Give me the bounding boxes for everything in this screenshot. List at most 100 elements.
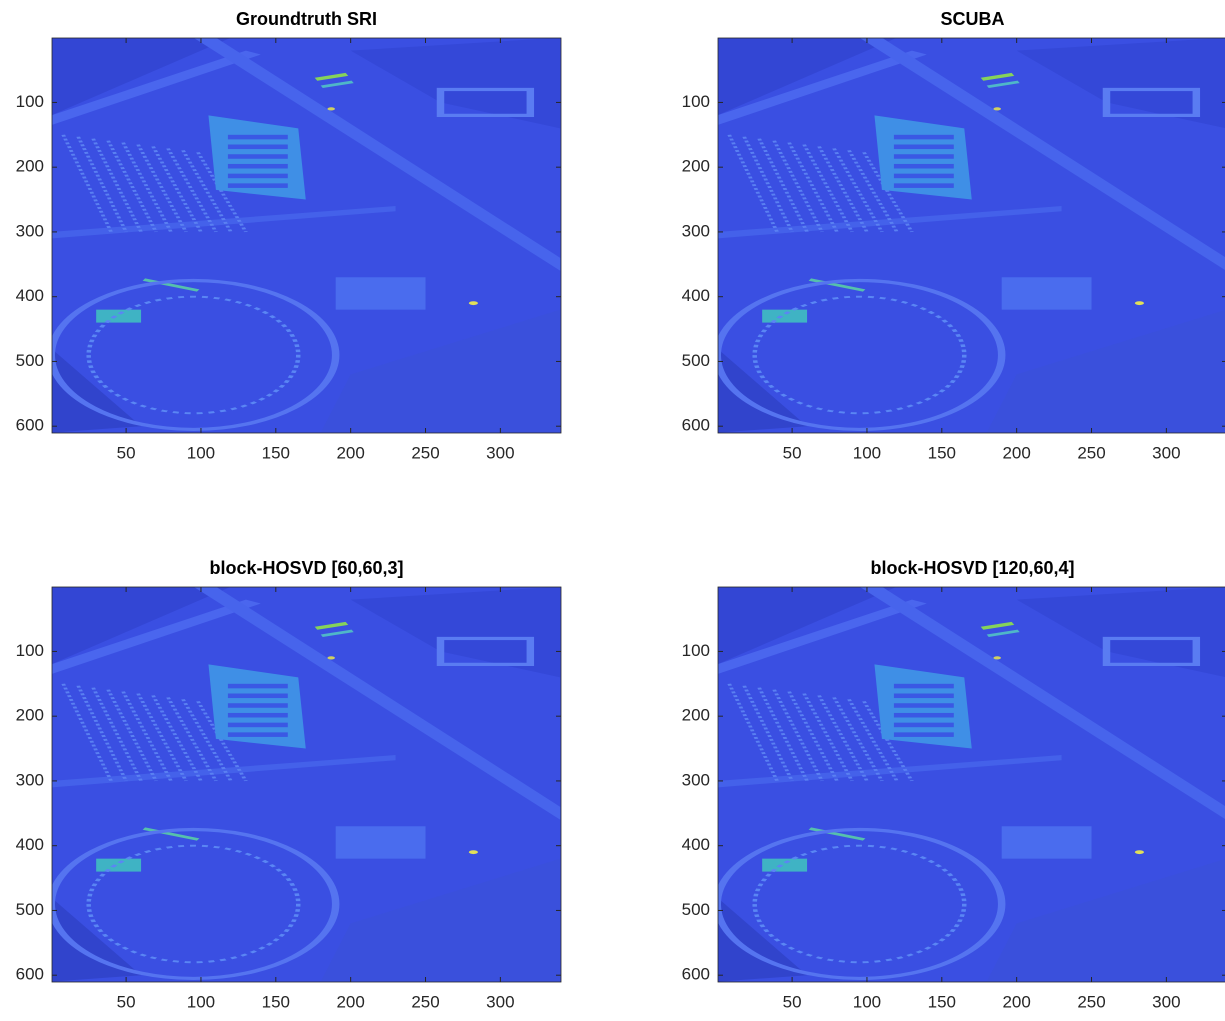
complex — [1002, 277, 1092, 309]
y-tick-label: 500 — [16, 351, 44, 370]
y-tick-label: 200 — [16, 706, 44, 725]
y-tick-label: 400 — [16, 835, 44, 854]
building-court — [894, 723, 954, 728]
building-court — [228, 723, 288, 728]
bright-roof — [96, 859, 141, 872]
building-court — [894, 145, 954, 150]
subplot: 50100150200250300100200300400500600block… — [682, 558, 1225, 1012]
x-tick-label: 150 — [262, 443, 290, 462]
x-tick-label: 100 — [853, 992, 881, 1011]
y-tick-label: 300 — [682, 221, 710, 240]
subplot-title: Groundtruth SRI — [236, 9, 377, 29]
bright-roof — [96, 310, 141, 323]
y-tick-label: 500 — [16, 900, 44, 919]
bright-spot — [469, 301, 478, 305]
building-court — [894, 732, 954, 737]
building-court — [894, 183, 954, 188]
building-court — [894, 135, 954, 140]
y-tick-label: 300 — [682, 770, 710, 789]
building-court — [228, 713, 288, 718]
y-tick-label: 300 — [16, 221, 44, 240]
building-court — [894, 703, 954, 708]
image-content — [717, 38, 1225, 434]
subplot-title: SCUBA — [940, 9, 1004, 29]
building-court — [228, 732, 288, 737]
bright-spot — [469, 850, 478, 854]
subplot: 50 100 150 200 250 300 100 200 300 400 500 600 Groun… — [16, 9, 562, 463]
x-tick-label: 100 — [187, 443, 215, 462]
building-court — [894, 174, 954, 179]
bright-roof — [762, 310, 807, 323]
building-court — [228, 703, 288, 708]
complex — [1002, 826, 1092, 858]
x-tick-label: 300 — [486, 443, 514, 462]
y-tick-label: 600 — [682, 965, 710, 984]
image — [717, 587, 1225, 983]
complex — [336, 277, 426, 309]
building-court — [894, 154, 954, 159]
building-court — [228, 174, 288, 179]
building-court — [228, 684, 288, 689]
x-tick-label: 250 — [1077, 443, 1105, 462]
x-tick-label: 300 — [486, 992, 514, 1011]
x-tick-label: 150 — [262, 992, 290, 1011]
x-tick-label: 50 — [783, 443, 802, 462]
y-tick-label: 300 — [16, 770, 44, 789]
subplot: 50 100 150 200 250 300 100 200 300 400 500 600 SCUBA — [682, 9, 1225, 463]
x-tick-label: 300 — [1152, 443, 1180, 462]
x-tick-label: 150 — [928, 443, 956, 462]
subplot-title: block-HOSVD [120,60,4] — [870, 558, 1074, 578]
image-content — [51, 38, 561, 434]
x-tick-label: 250 — [411, 992, 439, 1011]
y-tick-label: 400 — [682, 286, 710, 305]
y-tick-label: 200 — [682, 157, 710, 176]
y-tick-label: 200 — [16, 157, 44, 176]
x-tick-label: 50 — [117, 443, 136, 462]
y-tick-label: 100 — [16, 641, 44, 660]
building-court — [228, 154, 288, 159]
building-court — [894, 164, 954, 169]
bright-roof — [762, 859, 807, 872]
y-tick-label: 600 — [16, 965, 44, 984]
x-tick-label: 200 — [1002, 992, 1030, 1011]
y-tick-label: 400 — [682, 835, 710, 854]
building-court — [894, 684, 954, 689]
y-tick-label: 100 — [16, 92, 44, 111]
y-tick-label: 600 — [682, 416, 710, 435]
x-tick-label: 150 — [928, 992, 956, 1011]
y-tick-label: 100 — [682, 641, 710, 660]
bright-spot — [1135, 850, 1144, 854]
x-tick-label: 50 — [117, 992, 136, 1011]
x-tick-label: 200 — [336, 443, 364, 462]
y-tick-label: 500 — [682, 900, 710, 919]
x-tick-label: 250 — [411, 443, 439, 462]
x-tick-label: 100 — [187, 992, 215, 1011]
x-tick-label: 200 — [1002, 443, 1030, 462]
image — [51, 587, 561, 983]
y-tick-label: 600 — [16, 416, 44, 435]
complex — [336, 826, 426, 858]
building-court — [228, 135, 288, 140]
building-court — [894, 694, 954, 699]
y-tick-label: 400 — [16, 286, 44, 305]
image-content — [717, 587, 1225, 983]
image — [51, 38, 561, 434]
building-court — [228, 145, 288, 150]
figure: 50 100 150 200 250 300 100 200 300 400 500 600 Groun… — [0, 0, 1225, 1021]
bright-spot — [327, 656, 334, 659]
image-content — [51, 587, 561, 983]
bright-spot — [327, 107, 334, 110]
bright-spot — [993, 656, 1000, 659]
building-court — [228, 694, 288, 699]
building-court — [228, 164, 288, 169]
subplot-title: block-HOSVD [60,60,3] — [209, 558, 403, 578]
building-court — [894, 713, 954, 718]
image — [717, 38, 1225, 434]
y-tick-label: 500 — [682, 351, 710, 370]
building-court — [228, 183, 288, 188]
x-tick-label: 300 — [1152, 992, 1180, 1011]
bright-spot — [993, 107, 1000, 110]
y-tick-label: 100 — [682, 92, 710, 111]
x-tick-label: 100 — [853, 443, 881, 462]
